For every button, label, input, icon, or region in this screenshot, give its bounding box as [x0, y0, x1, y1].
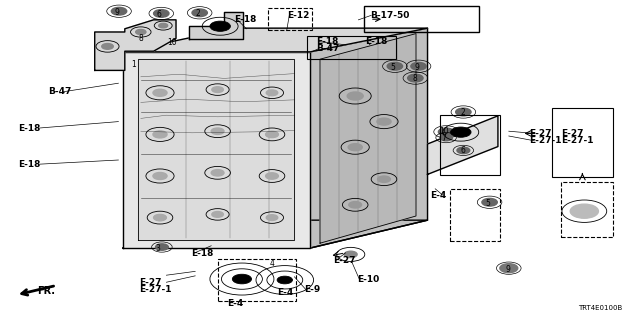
Circle shape [212, 87, 223, 92]
Polygon shape [428, 116, 498, 174]
Text: E-18: E-18 [316, 37, 339, 46]
Text: E-4: E-4 [277, 288, 293, 297]
Polygon shape [123, 220, 428, 248]
Bar [561, 182, 613, 237]
Polygon shape [123, 52, 310, 248]
Polygon shape [310, 28, 428, 248]
Text: E-27: E-27 [529, 129, 551, 138]
Polygon shape [95, 20, 176, 70]
Text: B-17-50: B-17-50 [370, 11, 410, 20]
Text: E-12: E-12 [287, 11, 309, 20]
Text: 1: 1 [131, 60, 136, 68]
Text: TRT4E0100B: TRT4E0100B [578, 305, 623, 311]
Circle shape [266, 215, 278, 220]
Circle shape [378, 176, 390, 182]
Text: 9: 9 [505, 265, 510, 274]
Text: E-10: E-10 [357, 276, 380, 284]
Circle shape [456, 108, 471, 116]
Circle shape [457, 147, 470, 154]
Circle shape [153, 131, 167, 138]
Text: B-47: B-47 [48, 87, 72, 96]
Circle shape [348, 144, 362, 151]
Bar [218, 259, 296, 301]
Circle shape [408, 74, 423, 82]
Circle shape [387, 62, 403, 70]
Text: 2: 2 [195, 9, 200, 18]
Circle shape [411, 62, 426, 70]
Text: E-9: E-9 [304, 285, 320, 294]
Text: 5: 5 [390, 63, 396, 72]
Circle shape [377, 118, 391, 125]
Circle shape [153, 89, 167, 96]
Text: E-18: E-18 [18, 160, 40, 169]
Text: 4: 4 [269, 259, 275, 268]
Text: E-18: E-18 [18, 124, 40, 132]
Bar [440, 115, 500, 175]
Circle shape [482, 198, 497, 206]
Circle shape [451, 127, 471, 137]
Circle shape [211, 128, 224, 134]
Text: 2: 2 [460, 108, 465, 117]
Text: E-27: E-27 [140, 278, 162, 287]
Text: 6: 6 [156, 10, 161, 19]
Circle shape [154, 214, 166, 221]
Circle shape [570, 204, 598, 218]
Text: E-27: E-27 [561, 129, 583, 138]
Polygon shape [320, 34, 416, 243]
Text: E-18: E-18 [191, 249, 213, 258]
Text: E-27-1: E-27-1 [561, 136, 593, 145]
Text: E-27: E-27 [333, 256, 355, 265]
Circle shape [192, 9, 207, 17]
Text: 8: 8 [412, 74, 417, 83]
Text: 9: 9 [115, 8, 120, 17]
Circle shape [156, 244, 168, 250]
Bar [307, 36, 396, 59]
Circle shape [211, 170, 224, 176]
Circle shape [501, 264, 516, 272]
Text: 8: 8 [138, 34, 143, 43]
Circle shape [266, 173, 278, 179]
Bar [450, 189, 500, 241]
Circle shape [102, 44, 113, 49]
Text: E-27-1: E-27-1 [140, 285, 172, 294]
Bar [268, 8, 312, 30]
Text: 6: 6 [460, 146, 465, 155]
Text: 7: 7 [442, 134, 447, 143]
Circle shape [438, 128, 454, 136]
Circle shape [349, 202, 362, 208]
Text: FR.: FR. [37, 285, 55, 296]
Bar [364, 6, 479, 32]
Circle shape [266, 131, 278, 138]
Text: 10: 10 [439, 127, 449, 136]
Text: E-18: E-18 [234, 15, 257, 24]
Circle shape [232, 274, 252, 284]
Circle shape [111, 7, 127, 15]
Text: E-18: E-18 [365, 37, 387, 46]
Text: 7: 7 [215, 24, 220, 33]
Text: 9: 9 [414, 63, 419, 72]
Circle shape [266, 90, 278, 96]
Circle shape [348, 92, 364, 100]
Polygon shape [189, 12, 243, 39]
Circle shape [500, 264, 518, 273]
Circle shape [277, 276, 292, 284]
Text: E-4: E-4 [227, 299, 243, 308]
Text: E-27-1: E-27-1 [529, 136, 561, 145]
Text: 10: 10 [166, 38, 177, 47]
Circle shape [154, 10, 169, 17]
Text: B-47: B-47 [316, 44, 340, 53]
Polygon shape [138, 59, 294, 240]
Circle shape [159, 23, 168, 28]
Text: 5: 5 [485, 199, 490, 208]
Circle shape [440, 134, 452, 141]
Circle shape [136, 29, 146, 35]
Circle shape [344, 251, 357, 258]
Circle shape [210, 21, 230, 31]
Text: E-4: E-4 [430, 191, 446, 200]
Circle shape [212, 212, 223, 217]
Circle shape [153, 172, 167, 180]
Polygon shape [123, 28, 428, 52]
Text: 3: 3 [156, 244, 161, 253]
Bar [552, 108, 613, 177]
